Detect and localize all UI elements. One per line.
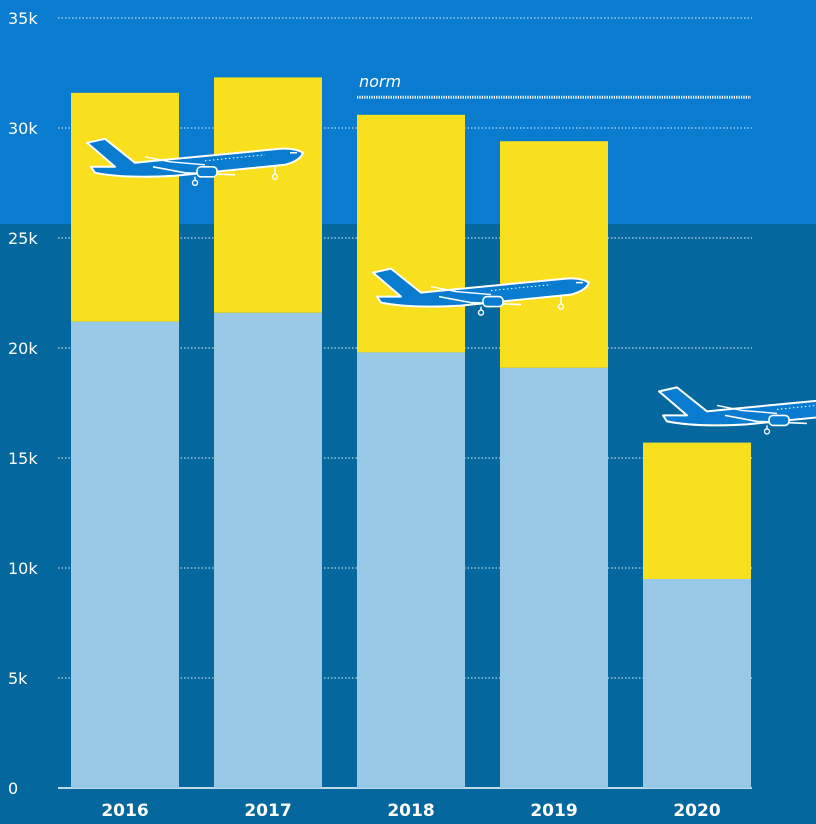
x-axis: 2016 2017 2018 2019 2020 (101, 801, 720, 821)
x-tick-label: 2018 (387, 801, 434, 821)
y-tick-label: 20k (8, 339, 38, 358)
y-tick-label: 35k (8, 9, 38, 28)
bar-segment-lower (71, 321, 179, 788)
bar-segment-lower (500, 367, 608, 788)
y-tick-label: 30k (8, 119, 38, 138)
norm-label: norm (359, 72, 401, 91)
y-tick-label: 15k (8, 449, 38, 468)
bars (71, 77, 751, 788)
x-tick-label: 2016 (101, 801, 148, 821)
y-tick-label: 0 (8, 779, 18, 798)
y-tick-label: 5k (8, 669, 28, 688)
x-tick-label: 2019 (530, 801, 577, 821)
reference-line: norm (357, 72, 751, 99)
bar-segment-upper (214, 77, 322, 313)
bar-segment-upper (71, 92, 179, 322)
bar-segment-upper (643, 442, 751, 579)
y-tick-label: 25k (8, 229, 38, 248)
bar-segment-lower (357, 352, 465, 788)
bar-segment-lower (214, 312, 322, 788)
bar-segment-upper (357, 114, 465, 353)
x-tick-label: 2017 (244, 801, 291, 821)
bar-segment-lower (643, 579, 751, 788)
y-tick-label: 10k (8, 559, 38, 578)
bar-segment-upper (500, 141, 608, 368)
x-tick-label: 2020 (673, 801, 720, 821)
y-axis: 0 5k 10k 15k 20k 25k 30k 35k (8, 9, 38, 798)
